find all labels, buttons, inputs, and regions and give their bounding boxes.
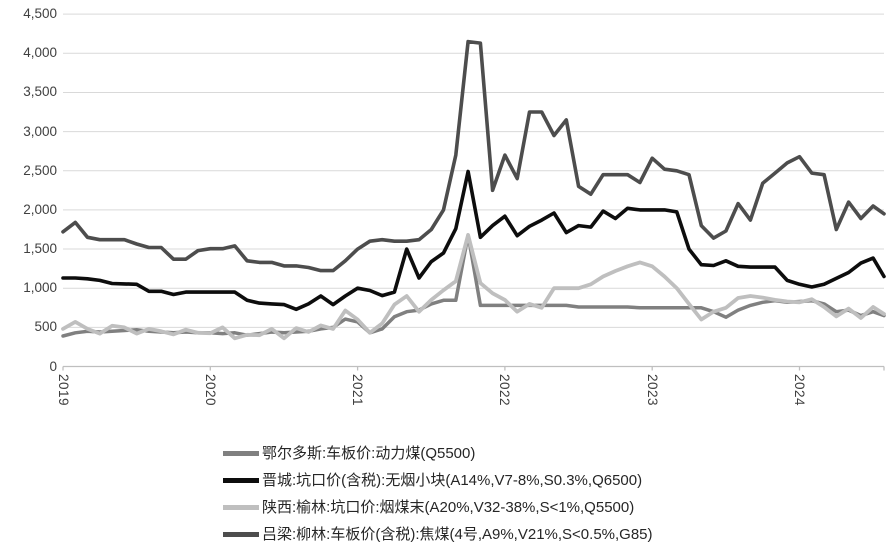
series-line-4 — [61, 39, 886, 273]
legend-line-swatch — [223, 478, 259, 483]
legend-label: 陕西:榆林:坑口价:烟煤末(A20%,V32-38%,S<1%,Q5500) — [262, 499, 635, 516]
legend-item: 陕西:榆林:坑口价:烟煤末(A20%,V32-38%,S<1%,Q5500) — [223, 494, 653, 521]
legend-item: 鄂尔多斯:车板价:动力煤(Q5500) — [223, 440, 653, 467]
series-line-3 — [61, 233, 886, 341]
legend-line-swatch — [223, 451, 259, 456]
legend-item: 晋城:坑口价(含税):无烟小块(A14%,V7-8%,S0.3%,Q6500) — [223, 467, 653, 494]
legend-item: 吕梁:柳林:车板价(含税):焦煤(4号,A9%,V21%,S<0.5%,G85) — [223, 521, 653, 547]
legend-line-swatch — [223, 505, 259, 510]
legend-label: 晋城:坑口价(含税):无烟小块(A14%,V7-8%,S0.3%,Q6500) — [262, 472, 643, 489]
series-line-2 — [61, 169, 886, 312]
chart-legend: 鄂尔多斯:车板价:动力煤(Q5500) 晋城:坑口价(含税):无烟小块(A14%,… — [223, 440, 653, 547]
legend-line-swatch — [223, 532, 259, 537]
legend-label: 鄂尔多斯:车板价:动力煤(Q5500) — [262, 445, 476, 462]
legend-label: 吕梁:柳林:车板价(含税):焦煤(4号,A9%,V21%,S<0.5%,G85) — [262, 526, 653, 543]
